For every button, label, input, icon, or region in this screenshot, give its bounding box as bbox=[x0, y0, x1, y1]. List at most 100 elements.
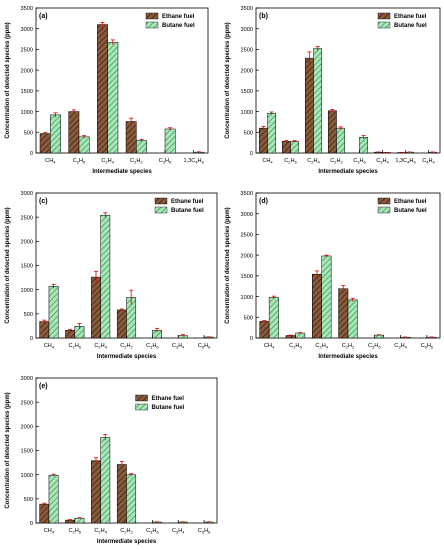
error-bar bbox=[51, 283, 56, 289]
y-tick-label: 1500 bbox=[21, 264, 33, 270]
y-tick-label: 500 bbox=[244, 315, 253, 321]
x-axis-title: Intermediate species bbox=[97, 539, 157, 545]
x-tick-label: C3H4 bbox=[172, 343, 185, 350]
y-tick-label: 2000 bbox=[241, 68, 253, 74]
legend-swatch-butane bbox=[145, 21, 159, 29]
y-tick-label: 2000 bbox=[241, 253, 253, 259]
error-bar bbox=[119, 461, 124, 468]
x-tick-label: C2H4 bbox=[307, 158, 320, 165]
y-tick-label: 3000 bbox=[241, 27, 253, 33]
legend-swatch-ethane bbox=[377, 12, 391, 20]
bar-butane-5 bbox=[374, 334, 384, 339]
x-tick-label: C6H6 bbox=[198, 528, 211, 535]
error-bar bbox=[71, 109, 76, 114]
legend-label-butane: Butane fuel bbox=[394, 208, 427, 214]
x-tick-label: C2H2 bbox=[120, 528, 133, 535]
x-tick-label: C2H6 bbox=[73, 158, 86, 165]
bar-ethane-1 bbox=[258, 127, 268, 154]
x-axis-title: Intermediate species bbox=[318, 354, 378, 360]
y-tick-label: 0 bbox=[250, 151, 253, 157]
y-tick-label: 3000 bbox=[21, 376, 33, 382]
bar-butane-1 bbox=[267, 112, 277, 154]
bar-ethane-3 bbox=[304, 57, 314, 154]
error-bar bbox=[53, 112, 58, 117]
y-tick-label: 2000 bbox=[21, 240, 33, 246]
legend-swatch-butane bbox=[377, 21, 391, 29]
legend-swatch-ethane bbox=[377, 197, 391, 205]
x-tick-label: CH4 bbox=[264, 343, 275, 350]
y-tick-label: 3500 bbox=[241, 191, 253, 197]
bar-ethane-4 bbox=[116, 309, 127, 339]
error-bar bbox=[110, 39, 115, 45]
legend-swatch-ethane bbox=[145, 12, 159, 20]
x-tick-label: C6H6 bbox=[198, 343, 211, 350]
bar-butane-2 bbox=[78, 136, 90, 154]
x-tick-label: C2H4 bbox=[94, 528, 107, 535]
chart-panel-1: 0 500 1000 1500 2000 2500 3000 3500 Concentratio… bbox=[5, 6, 209, 175]
bar-ethane-1 bbox=[39, 133, 51, 154]
bar-butane-3 bbox=[100, 437, 111, 524]
x-tick-label: C3H6 bbox=[368, 343, 381, 350]
bar-butane-2 bbox=[295, 332, 306, 339]
x-tick-label: C2H6 bbox=[289, 343, 302, 350]
x-axis-title: Intermediate species bbox=[92, 169, 152, 175]
bar-butane-4 bbox=[136, 140, 147, 154]
bar-butane-2 bbox=[290, 141, 300, 154]
error-bar bbox=[269, 111, 274, 115]
x-tick-label: C3H6 bbox=[146, 343, 159, 350]
bar-ethane-3 bbox=[91, 460, 101, 524]
x-axis-title: Intermediate species bbox=[318, 169, 378, 175]
legend-label-ethane: Ethane fuel bbox=[152, 396, 185, 402]
chart-panel-4: 0 500 1000 1500 2000 2500 3000 3500 Concentratio… bbox=[225, 191, 441, 360]
plot-frame bbox=[255, 7, 441, 154]
bar-butane-4 bbox=[336, 127, 346, 154]
error-bar bbox=[338, 126, 343, 130]
error-bar bbox=[377, 334, 382, 336]
y-axis-title: Concentration of detected species (ppm) bbox=[225, 22, 231, 138]
error-bar bbox=[298, 332, 303, 334]
error-bar bbox=[284, 140, 289, 143]
bar-butane-1 bbox=[50, 114, 61, 154]
bar-butane-1 bbox=[48, 286, 59, 339]
y-tick-label: 1000 bbox=[21, 473, 33, 479]
x-tick-label: 1,3C4H6 bbox=[395, 158, 416, 165]
error-bar bbox=[262, 320, 267, 323]
error-bar bbox=[155, 327, 160, 333]
bar-butane-1 bbox=[268, 297, 279, 339]
x-tick-label: CH4 bbox=[44, 528, 55, 535]
error-bar bbox=[341, 284, 346, 293]
y-tick-label: 2500 bbox=[241, 233, 253, 239]
bar-ethane-4 bbox=[327, 110, 337, 154]
legend-label-butane: Butane fuel bbox=[394, 23, 427, 29]
error-bar bbox=[129, 473, 134, 476]
x-tick-label: C2H4 bbox=[94, 343, 107, 350]
error-bar bbox=[51, 473, 56, 477]
legend-swatch-ethane bbox=[135, 394, 148, 402]
legend-label-butane: Butane fuel bbox=[152, 405, 185, 411]
bar-butane-4 bbox=[126, 474, 137, 524]
legend-label-ethane: Ethane fuel bbox=[394, 14, 427, 20]
error-bar bbox=[330, 109, 335, 112]
y-tick-label: 1500 bbox=[241, 89, 253, 95]
y-tick-label: 500 bbox=[244, 130, 253, 136]
x-tick-label: C3H6 bbox=[146, 528, 159, 535]
legend: Ethane fuel Butane fuel bbox=[154, 197, 204, 214]
x-tick-label: C2H2 bbox=[120, 343, 133, 350]
bar-ethane-2 bbox=[68, 111, 80, 154]
x-tick-label: C2H4 bbox=[315, 343, 328, 350]
bar-ethane-4 bbox=[116, 464, 127, 524]
error-bar bbox=[271, 295, 276, 299]
y-tick-label: 1500 bbox=[241, 274, 253, 280]
bar-butane-2 bbox=[74, 517, 85, 524]
y-tick-label: 2500 bbox=[241, 48, 253, 54]
error-bar bbox=[103, 212, 108, 218]
bar-butane-3 bbox=[100, 214, 111, 339]
error-bar bbox=[68, 328, 73, 332]
y-tick-label: 2000 bbox=[21, 68, 33, 74]
bar-ethane-4 bbox=[125, 121, 137, 154]
bar-ethane-3 bbox=[312, 273, 322, 339]
legend: Ethane fuel Butane fuel bbox=[145, 12, 195, 29]
chart-panel-5: 0 500 1000 1500 2000 2500 3000 Concentration of… bbox=[5, 376, 218, 545]
legend-swatch-butane bbox=[377, 206, 391, 214]
